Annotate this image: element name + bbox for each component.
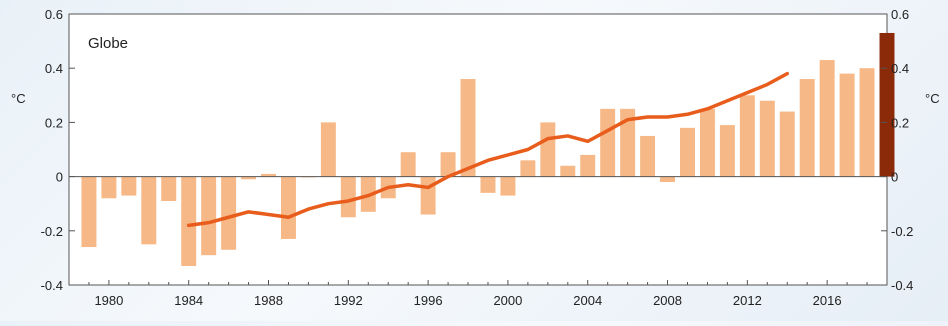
bar-1985 — [201, 176, 217, 256]
trend-line-layer — [186, 71, 789, 228]
bar-2011 — [719, 125, 735, 177]
trend-line — [186, 71, 789, 228]
bar-2004 — [580, 154, 596, 177]
bar-2009 — [680, 127, 695, 177]
bar-2017 — [839, 73, 855, 177]
bar-1980 — [101, 176, 117, 199]
bar-1982 — [141, 176, 157, 245]
y-tick-label-left: 0.6 — [45, 7, 63, 22]
y-tick-label-right: 0 — [891, 170, 898, 185]
y-tick-label-right: -0.4 — [891, 278, 913, 293]
bar-1991 — [320, 122, 336, 177]
bar-2002 — [540, 122, 556, 177]
x-tick-label: 1988 — [254, 293, 283, 308]
bar-1997 — [440, 152, 456, 177]
bar-2016 — [819, 60, 835, 177]
bar-2003 — [560, 165, 576, 177]
y-tick-label-right: 0.6 — [891, 7, 909, 22]
bar-1989 — [280, 176, 296, 239]
bar-1983 — [161, 176, 177, 201]
y-tick-label-right: 0.4 — [891, 61, 909, 76]
bar-2005 — [600, 108, 616, 177]
y-axis-label-left: °C — [11, 91, 26, 106]
y-tick-label-left: 0 — [56, 170, 63, 185]
bar-1995 — [400, 152, 416, 177]
bar-1986 — [221, 176, 237, 250]
bar-1981 — [121, 176, 137, 196]
bar-2000 — [500, 176, 516, 196]
x-tick-label: 1984 — [174, 293, 203, 308]
bar-2013 — [759, 100, 775, 177]
bar-2012 — [739, 95, 755, 177]
bar-1987 — [241, 176, 257, 180]
x-tick-label: 2016 — [813, 293, 842, 308]
x-tick-label: 2004 — [573, 293, 602, 308]
bar-2006 — [620, 108, 636, 177]
bar-1999 — [480, 176, 496, 193]
chart-title: Globe — [88, 35, 128, 52]
bar-2010 — [699, 108, 715, 177]
y-tick-label-right: 0.2 — [891, 115, 909, 130]
x-tick-label: 2000 — [493, 293, 522, 308]
y-tick-label-left: 0.2 — [45, 115, 63, 130]
bar-1984 — [181, 176, 197, 267]
y-axis-label-right: °C — [925, 91, 940, 106]
y-tick-label-right: -0.2 — [891, 224, 913, 239]
bar-1998 — [460, 79, 476, 177]
x-tick-label: 1996 — [414, 293, 443, 308]
x-tick-label: 2008 — [653, 293, 682, 308]
highlight-bar-2019 — [879, 32, 895, 177]
y-tick-label-left: 0.4 — [45, 61, 63, 76]
bar-2015 — [799, 79, 815, 177]
y-tick-label-left: -0.2 — [41, 224, 63, 239]
bar-1992 — [340, 176, 356, 218]
bar-1988 — [261, 173, 276, 177]
bar-2001 — [520, 160, 536, 177]
x-tick-label: 1980 — [94, 293, 123, 308]
x-tick-label: 1992 — [334, 293, 363, 308]
y-tick-label-left: -0.4 — [41, 278, 63, 293]
bar-1979 — [81, 176, 97, 248]
axes-layer: 0.6 0.6 0.4 0.4 0.2 0.2 0 0 -0.2 -0.2 -0.4 -0.4 1980… — [41, 7, 914, 308]
bar-2014 — [779, 111, 795, 177]
bars-layer — [81, 32, 895, 267]
bar-2008 — [660, 176, 676, 183]
bar-2007 — [640, 135, 656, 177]
bar-1996 — [420, 176, 436, 215]
x-tick-label: 2012 — [733, 293, 762, 308]
bar-2018 — [859, 68, 875, 177]
